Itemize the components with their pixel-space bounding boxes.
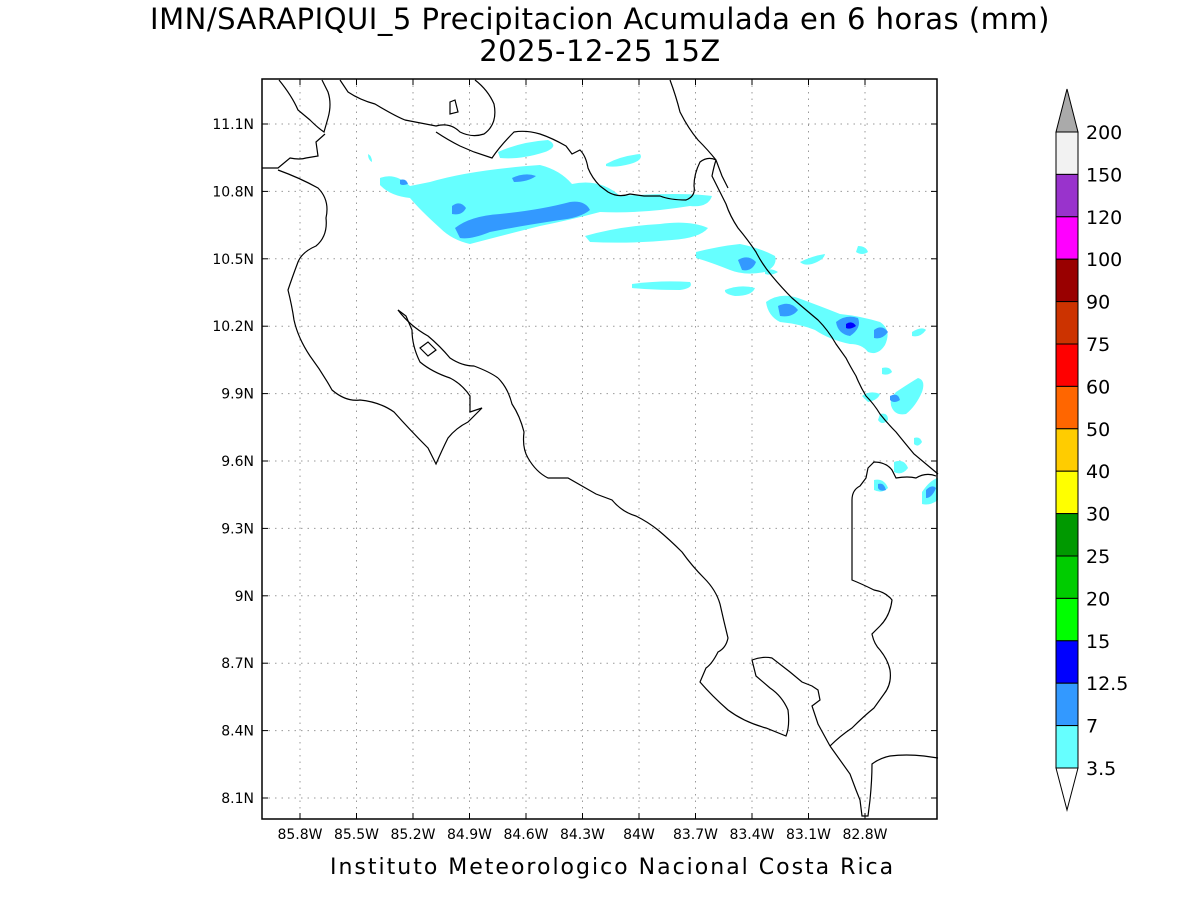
legend-label: 15 <box>1086 631 1110 653</box>
legend-label: 100 <box>1086 249 1122 271</box>
lon-tick-label: 84.3W <box>560 827 605 843</box>
legend-label: 3.5 <box>1086 758 1116 780</box>
legend-top-arrow <box>1055 88 1079 133</box>
legend-swatch <box>1055 258 1079 303</box>
lat-tick-label: 8.4N <box>221 724 254 740</box>
lat-tick-label: 9.9N <box>221 387 254 403</box>
lon-tick-label: 85.5W <box>334 827 379 843</box>
lat-tick-label: 8.7N <box>221 656 254 672</box>
legend-label: 60 <box>1086 376 1110 398</box>
legend-label: 25 <box>1086 546 1110 568</box>
lat-tick-label: 9.3N <box>221 521 254 537</box>
legend-swatch <box>1055 428 1079 472</box>
legend-label: 120 <box>1086 207 1122 229</box>
map-title-line1: IMN/SARAPIQUI_5 Precipitacion Acumulada … <box>150 2 1050 36</box>
color-legend: 200 150 120 100 90 75 60 50 40 30 25 20 15 12.5 7 3.5 <box>1055 88 1128 812</box>
footer-credit: Instituto Meteorologico Nacional Costa R… <box>330 855 896 880</box>
longitude-axis: 85.8W 85.5W 85.2W 84.9W 84.6W 84.3W 84W 83.7W 83… <box>277 79 888 843</box>
lat-tick-label: 8.1N <box>221 791 254 807</box>
legend-swatch <box>1055 513 1079 557</box>
legend-swatch <box>1055 216 1079 260</box>
legend-label: 90 <box>1086 292 1110 314</box>
precipitation-layer <box>368 140 938 505</box>
latitude-axis: 11.1N 10.8N 10.5N 10.2N 9.9N 9.6N 9.3N 9N 8.7N 8.… <box>212 117 937 807</box>
legend-swatch <box>1055 597 1079 642</box>
legend-swatch <box>1055 301 1079 345</box>
legend-swatch <box>1055 470 1079 515</box>
lon-tick-label: 84W <box>623 827 655 843</box>
lat-tick-label: 9.6N <box>221 454 254 470</box>
legend-swatch <box>1055 555 1079 599</box>
legend-swatch <box>1055 385 1079 430</box>
lat-tick-label: 10.2N <box>212 319 254 335</box>
legend-label: 50 <box>1086 419 1110 441</box>
legend-label: 40 <box>1086 461 1110 483</box>
map-title-line2: 2025-12-25 15Z <box>479 34 721 68</box>
precip-heavy-areas <box>846 322 856 329</box>
map-frame <box>261 78 938 820</box>
precip-medium-areas <box>400 174 936 498</box>
lat-tick-label: 9N <box>235 589 254 605</box>
legend-label: 20 <box>1086 588 1110 610</box>
legend-label: 30 <box>1086 504 1110 526</box>
lon-tick-label: 84.6W <box>503 827 548 843</box>
legend-label: 200 <box>1086 122 1122 144</box>
lon-tick-label: 85.8W <box>277 827 322 843</box>
lon-tick-label: 84.9W <box>447 827 492 843</box>
lon-tick-label: 83.7W <box>673 827 718 843</box>
legend-label: 75 <box>1086 334 1110 356</box>
legend-swatch <box>1055 640 1079 684</box>
legend-swatch <box>1055 725 1079 769</box>
lat-tick-label: 11.1N <box>212 117 254 133</box>
legend-label: 150 <box>1086 164 1122 186</box>
legend-swatch <box>1055 173 1079 218</box>
lon-tick-label: 83.4W <box>729 827 774 843</box>
legend-swatch <box>1055 682 1079 727</box>
legend-label: 12.5 <box>1086 673 1128 695</box>
lon-tick-label: 82.8W <box>842 827 887 843</box>
legend-swatch <box>1055 343 1079 387</box>
lat-tick-label: 10.8N <box>212 184 254 200</box>
legend-bottom-arrow <box>1055 767 1079 812</box>
legend-swatch <box>1055 131 1079 175</box>
lon-tick-label: 83.1W <box>786 827 831 843</box>
lon-tick-label: 85.2W <box>390 827 435 843</box>
legend-label: 7 <box>1086 716 1098 738</box>
coastline-borders <box>262 79 939 817</box>
lat-tick-label: 10.5N <box>212 252 254 268</box>
